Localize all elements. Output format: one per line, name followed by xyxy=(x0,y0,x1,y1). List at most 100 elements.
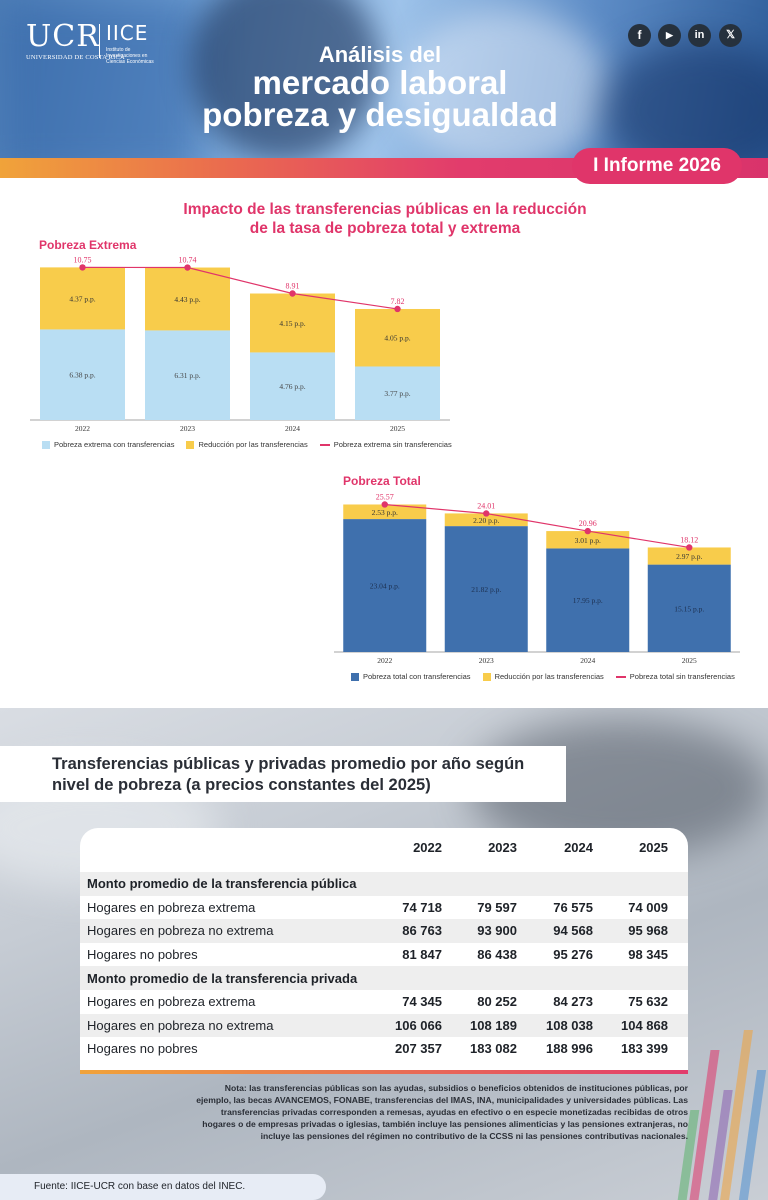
table-cell: 74 009 xyxy=(628,899,668,915)
legend-item: Pobreza extrema sin transferencias xyxy=(319,440,452,449)
bar-data-label: 2.20 p.p. xyxy=(473,516,499,525)
bar-data-label: 21.82 p.p. xyxy=(471,585,501,594)
x-tick-label: 2024 xyxy=(285,424,300,433)
bar-reduction xyxy=(250,293,335,353)
legend-swatch xyxy=(482,672,491,681)
row-label: Monto promedio de la transferencia públi… xyxy=(87,876,357,892)
chart-extreme-poverty: 6.38 p.p. 4.37 p.p. 2022 6.31 p.p. 4.43 p.p.… xyxy=(30,255,450,433)
table-cell: 104 868 xyxy=(621,1017,668,1033)
bar-with-transfers xyxy=(250,352,335,420)
table-row: Hogares no pobres 207 357 183 082 188 996 18… xyxy=(80,1037,688,1061)
table-cell: 84 273 xyxy=(553,994,593,1010)
bar-data-label: 4.43 p.p. xyxy=(174,295,200,304)
line-point xyxy=(483,510,490,517)
row-label: Monto promedio de la transferencia priva… xyxy=(87,970,358,986)
table-cell: 86 763 xyxy=(402,923,442,939)
legend-line xyxy=(615,675,626,678)
bar-data-label: 3.77 p.p. xyxy=(384,389,410,398)
table-cell: 95 276 xyxy=(553,947,593,963)
line-point xyxy=(584,527,591,535)
table-cell: 95 968 xyxy=(628,923,668,939)
logo-divider xyxy=(99,24,100,58)
bar-data-label: 4.15 p.p. xyxy=(279,319,305,328)
chart-extreme-title: Pobreza Extrema xyxy=(39,238,137,252)
table-section-row: Monto promedio de la transferencia priva… xyxy=(80,966,688,990)
bar-data-label: 4.76 p.p. xyxy=(279,382,305,391)
x-tick-label: 2024 xyxy=(580,656,595,665)
line-data-label: 10.74 xyxy=(179,256,197,265)
row-label: Hogares en pobreza extrema xyxy=(87,899,256,915)
table-cell: 183 399 xyxy=(621,1041,668,1057)
facebook-icon[interactable]: f xyxy=(628,24,651,47)
bar-data-label: 15.15 p.p. xyxy=(674,604,704,613)
x-tick-label: 2022 xyxy=(377,656,392,665)
legend-item: Reducción por las transferencias xyxy=(186,440,308,449)
table-cell: 74 718 xyxy=(402,899,442,915)
iice-logo: IICE Instituto de Investigaciones en Cie… xyxy=(106,21,154,65)
bar-with-transfers xyxy=(444,526,528,652)
line-point xyxy=(394,305,401,313)
column-header: 2023 xyxy=(488,840,517,855)
bar-reduction xyxy=(343,504,427,520)
line-data-label: 7.82 xyxy=(391,297,405,306)
legend-swatch xyxy=(186,440,195,449)
line-without-transfers xyxy=(384,503,690,549)
table-cell: 94 568 xyxy=(553,923,593,939)
line-data-label: 8.91 xyxy=(286,282,300,291)
row-label: Hogares no pobres xyxy=(87,947,198,963)
column-header: 2025 xyxy=(639,840,668,855)
row-label: Hogares en pobreza no extrema xyxy=(87,923,274,939)
column-header: 2022 xyxy=(413,840,442,855)
bar-with-transfers xyxy=(145,330,230,420)
table-cell: 108 038 xyxy=(546,1017,593,1033)
legend-item: Pobreza total sin transferencias xyxy=(615,672,735,681)
table-cell: 81 847 xyxy=(402,947,442,963)
table-cell: 108 189 xyxy=(470,1017,517,1033)
table-cell: 98 345 xyxy=(628,947,668,963)
table-row: Hogares no pobres 81 847 86 438 95 276 98 34… xyxy=(80,943,688,967)
table-note: Nota: las transferencias públicas son la… xyxy=(196,1083,688,1141)
bar-with-transfers xyxy=(647,564,731,652)
line-point xyxy=(79,264,86,271)
bar-data-label: 23.04 p.p. xyxy=(370,582,400,591)
legend-line xyxy=(319,443,330,446)
bar-reduction xyxy=(145,267,230,331)
table-cell: 74 345 xyxy=(402,994,442,1010)
x-tick-label: 2025 xyxy=(390,424,405,433)
bar-with-transfers xyxy=(40,329,125,420)
line-without-transfers xyxy=(82,266,398,310)
report-badge: I Informe 2026 xyxy=(572,148,742,184)
x-twitter-icon[interactable]: 𝕏 xyxy=(719,24,742,47)
legend-item: Reducción por las transferencias xyxy=(482,672,604,681)
ucr-logo: UCR UNIVERSIDAD DE COSTA RICA xyxy=(26,19,125,62)
bar-data-label: 2.53 p.p. xyxy=(372,508,398,517)
legend-swatch xyxy=(351,672,359,681)
row-label: Hogares en pobreza no extrema xyxy=(87,1017,274,1033)
line-data-label: 18.12 xyxy=(680,535,698,544)
source-footer: Fuente: IICE-UCR con base en datos del I… xyxy=(0,1174,326,1200)
x-tick-label: 2025 xyxy=(682,656,697,665)
bar-data-label: 3.01 p.p. xyxy=(575,536,601,545)
table-cell: 80 252 xyxy=(477,994,517,1010)
table-title: Transferencias públicas y privadas prome… xyxy=(52,755,525,794)
bar-reduction xyxy=(647,547,731,565)
youtube-icon[interactable]: ▶ xyxy=(658,24,681,47)
bar-reduction xyxy=(355,308,440,367)
table-row: Hogares en pobreza no extrema 106 066 108 … xyxy=(80,1013,688,1038)
linkedin-icon[interactable]: in xyxy=(688,24,711,47)
chart-extreme-legend: Pobreza extrema con transferencias Reduc… xyxy=(42,440,464,449)
line-point xyxy=(686,544,693,551)
line-data-label: 20.96 xyxy=(579,519,597,528)
table-underline xyxy=(80,1070,688,1074)
row-label: Hogares no pobres xyxy=(87,1041,198,1057)
bar-reduction xyxy=(40,267,125,330)
table-cell: 207 357 xyxy=(395,1041,442,1057)
bar-data-label: 6.31 p.p. xyxy=(174,371,200,380)
table-cell: 75 632 xyxy=(628,994,668,1010)
legend-item: Pobreza extrema con transferencias xyxy=(42,440,174,449)
table-cell: 93 900 xyxy=(477,923,517,939)
column-header: 2024 xyxy=(564,840,593,855)
table-title-box xyxy=(0,746,566,802)
page-title: Análisis del mercado laboral pobreza y d… xyxy=(202,42,558,133)
bar-with-transfers xyxy=(355,366,440,420)
